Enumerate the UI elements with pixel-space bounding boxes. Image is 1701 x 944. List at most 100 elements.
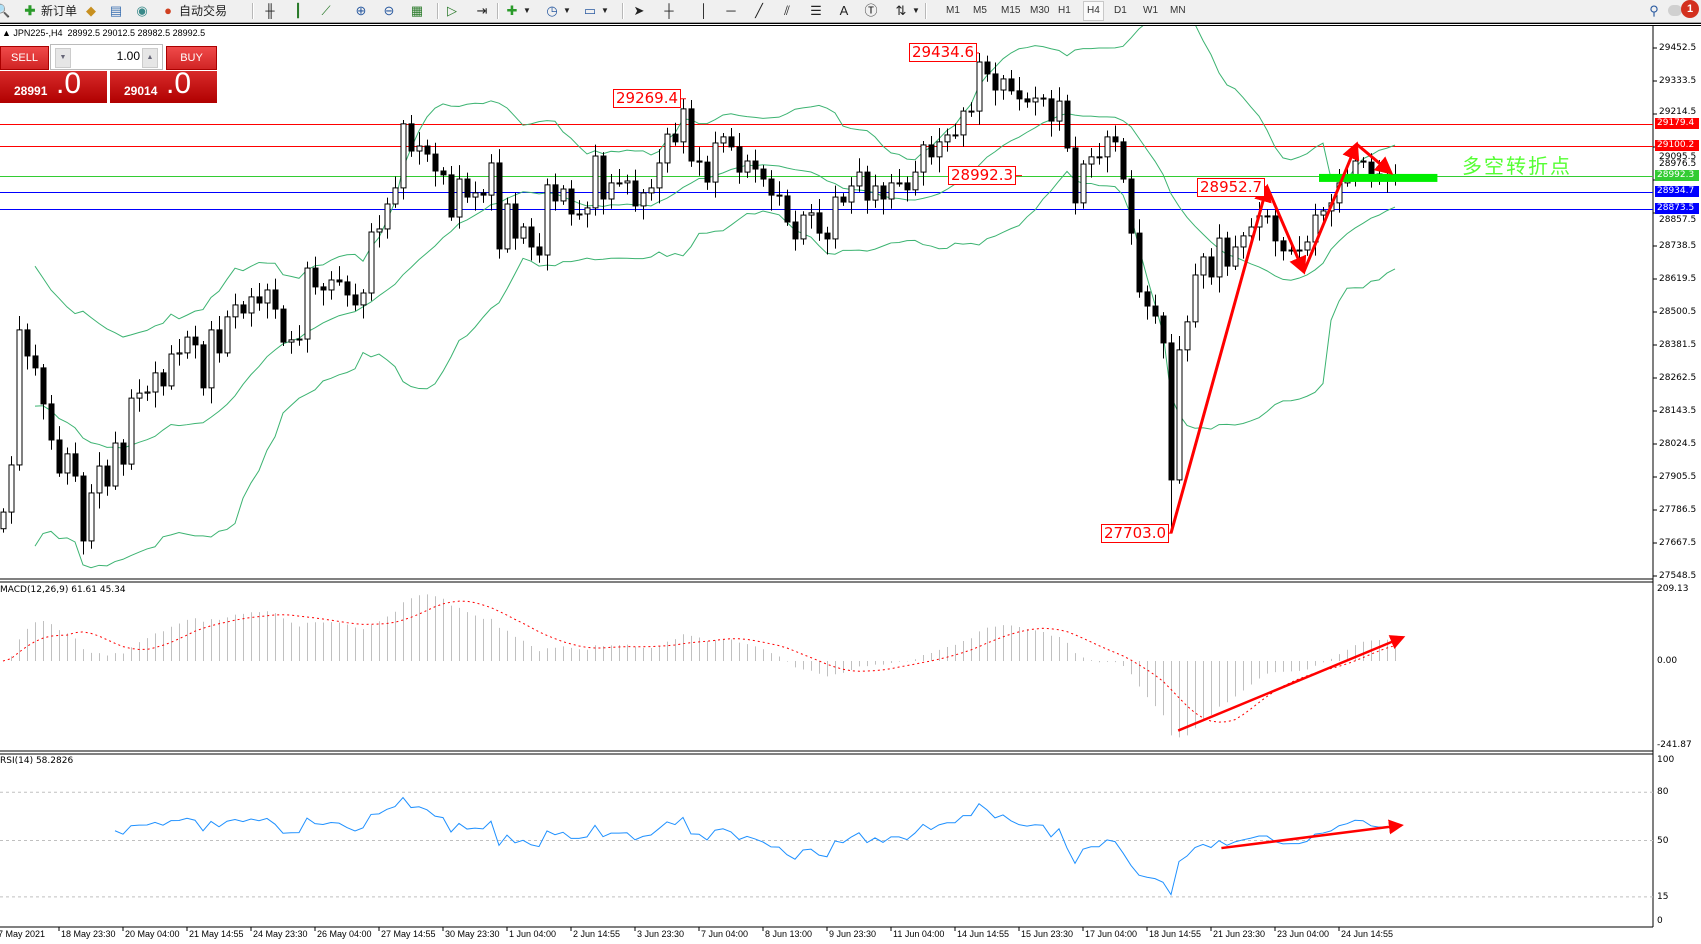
text-label-tool[interactable]: Ⓣ (863, 2, 879, 20)
arrows-tool[interactable]: ⇅ ▼ (893, 2, 920, 20)
candle (1144, 285, 1151, 320)
timeframe-D1[interactable]: D1 (1114, 5, 1127, 16)
terminal-button[interactable]: ◉ (134, 2, 150, 20)
lot-decrease-button[interactable]: ▼ (55, 48, 71, 68)
bear-candle-body (336, 279, 343, 283)
bull-candle-body (472, 192, 479, 198)
rsi-axis-label: 0 (1657, 916, 1663, 926)
price-label-swing-high[interactable]: 28952.7 (1197, 178, 1266, 197)
autotrade-icon: ● (164, 3, 172, 18)
candle (176, 339, 183, 366)
timeframe-M5[interactable]: M5 (973, 5, 987, 16)
chat-bubble-icon[interactable] (1668, 5, 1682, 16)
timeframe-M15[interactable]: M15 (1001, 5, 1021, 16)
buy-price-box[interactable]: 29014 .0 (110, 67, 217, 103)
sell-price-box[interactable]: 28991 .0 (0, 67, 107, 103)
crosshair-tool[interactable]: ┼ (661, 2, 677, 20)
autotrade-button[interactable]: ● 自动交易 (160, 2, 227, 20)
horizontal-line-tool[interactable]: ─ (723, 2, 739, 20)
bear-candle-body (192, 336, 199, 346)
bull-candle-body (976, 61, 983, 112)
bull-candle-body (128, 397, 135, 465)
buy-button[interactable]: BUY (166, 46, 217, 70)
bear-candle-body (56, 439, 63, 474)
candle (1160, 312, 1167, 359)
signal-icon: ◉ (136, 3, 148, 18)
price-axis-label: 27905.5 (1659, 472, 1697, 482)
notification-badge[interactable]: 1 (1681, 0, 1699, 18)
bull-candle-body (1240, 235, 1247, 248)
candle (136, 379, 143, 412)
price-label-high-2[interactable]: 29434.6 (909, 43, 978, 62)
templates-button[interactable]: ▭ ▼ (582, 2, 609, 20)
candle (1128, 170, 1135, 245)
price-label-level[interactable]: 28992.3 (948, 166, 1017, 185)
line-chart-button[interactable]: ⟋ (318, 2, 334, 20)
collapse-icon[interactable]: ▲ (2, 28, 14, 38)
price-axis-label: 28738.5 (1659, 241, 1697, 251)
price-axis-label: 28262.5 (1659, 373, 1697, 383)
timeframe-H4[interactable]: H4 (1083, 1, 1104, 21)
rsi-title: RSI(14) 58.2826 (0, 756, 74, 766)
market-watch-button[interactable]: ◆ (83, 2, 99, 20)
fibonacci-tool[interactable]: ☰ (808, 2, 824, 20)
price-level-tag: 28992.3 (1655, 170, 1699, 182)
bull-candle-body (16, 329, 23, 466)
time-axis-label: 20 May 04:00 (125, 929, 180, 939)
zoom-out-button[interactable]: ⊖ (381, 2, 397, 20)
text-tool[interactable]: A (836, 2, 852, 20)
new-order-button[interactable]: ✚ 新订单 (22, 2, 77, 20)
timeframe-M30[interactable]: M30 (1030, 5, 1050, 16)
autotrade-label: 自动交易 (179, 4, 228, 18)
timeframe-MN[interactable]: MN (1170, 5, 1186, 16)
pivot-note-text[interactable]: 多空转折点 (1462, 156, 1572, 178)
vertical-line-tool[interactable]: │ (696, 2, 712, 20)
bull-candle-body (664, 133, 671, 164)
navigator-button[interactable]: ▤ (108, 2, 124, 20)
zoom-tool-button[interactable]: 🔍 (0, 2, 10, 20)
macd-axis-label: 209.13 (1657, 584, 1689, 594)
bear-candle-body (928, 144, 935, 158)
candle (1000, 75, 1007, 100)
channel-tool[interactable]: ⫽ (779, 2, 795, 20)
zoom-in-button[interactable]: ⊕ (353, 2, 369, 20)
rsi-axis-label: 100 (1657, 755, 1675, 765)
rsi-axis-label: 15 (1657, 891, 1669, 902)
price-label-high-1[interactable]: 29269.4 (613, 89, 682, 108)
price-axis-label: 28143.5 (1659, 406, 1697, 416)
bar-chart-button[interactable]: ╫ (262, 2, 278, 20)
sell-button[interactable]: SELL (0, 46, 49, 70)
search-button[interactable]: ⚲ (1646, 2, 1662, 20)
lot-size-value: 1.00 (116, 49, 140, 63)
chart-shift-button[interactable]: ⇥ (474, 2, 490, 20)
periods-button[interactable]: ◷ ▼ (544, 2, 571, 20)
lot-increase-button[interactable]: ▲ (142, 48, 158, 68)
bear-candle-body (80, 475, 87, 542)
price-label-low[interactable]: 27703.0 (1101, 524, 1170, 543)
indicators-button[interactable]: ✚ ▼ (504, 2, 531, 20)
tile-windows-button[interactable]: ▦ (409, 2, 425, 20)
timeframe-H1[interactable]: H1 (1058, 5, 1071, 16)
candle (984, 55, 991, 82)
candle (808, 203, 815, 229)
bear-candle-body (536, 246, 543, 256)
candle (1184, 315, 1191, 362)
candle (112, 431, 119, 490)
bear-candle-body (1048, 98, 1055, 122)
candle (152, 361, 159, 408)
lot-size-field[interactable]: ▼ 1.00 ▲ (50, 44, 163, 70)
dropdown-arrow-icon: ▼ (563, 6, 571, 15)
bear-candle-body (352, 294, 359, 306)
cursor-tool[interactable]: ➤ (631, 2, 647, 20)
text-label-icon: Ⓣ (864, 3, 878, 18)
auto-scroll-button[interactable]: ▷ (444, 2, 460, 20)
bear-candle-body (736, 146, 743, 173)
trendline-tool[interactable]: ╱ (751, 2, 767, 20)
candle (424, 139, 431, 162)
candlestick-button[interactable]: ┃ (290, 2, 306, 20)
timeframe-M1[interactable]: M1 (946, 5, 960, 16)
timeframe-W1[interactable]: W1 (1143, 5, 1158, 16)
price-level-tag: 29179.4 (1655, 118, 1699, 130)
bear-candle-body (672, 133, 679, 143)
